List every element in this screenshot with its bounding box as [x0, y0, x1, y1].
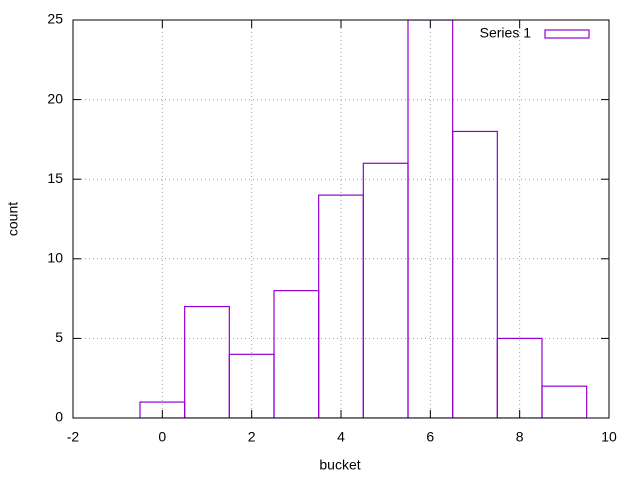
- y-tick-label: 10: [47, 250, 63, 266]
- x-tick-label: -2: [67, 429, 80, 445]
- x-tick-label: 10: [601, 429, 617, 445]
- bar: [407, 20, 454, 418]
- bar: [541, 385, 588, 418]
- x-tick-label: 4: [337, 429, 345, 445]
- x-tick-label: 0: [158, 429, 166, 445]
- y-tick-label: 25: [47, 11, 63, 27]
- x-tick-label: 2: [248, 429, 256, 445]
- plot-area: [139, 20, 588, 418]
- legend-swatch: [544, 29, 590, 39]
- bar: [496, 337, 543, 418]
- y-tick-label: 0: [55, 409, 63, 425]
- bar: [184, 305, 230, 418]
- bar: [273, 290, 320, 418]
- x-tick-label: 8: [516, 429, 524, 445]
- x-axis-label: bucket: [319, 457, 360, 473]
- bar: [362, 162, 409, 418]
- y-tick-label: 15: [47, 170, 63, 186]
- y-axis-label: count: [5, 202, 21, 236]
- x-tick-label: 6: [426, 429, 434, 445]
- y-tick-label: 20: [47, 90, 63, 106]
- plot-border: [72, 19, 610, 419]
- y-tick-label: 5: [55, 329, 63, 345]
- bar: [452, 130, 498, 418]
- legend-label: Series 1: [480, 25, 532, 41]
